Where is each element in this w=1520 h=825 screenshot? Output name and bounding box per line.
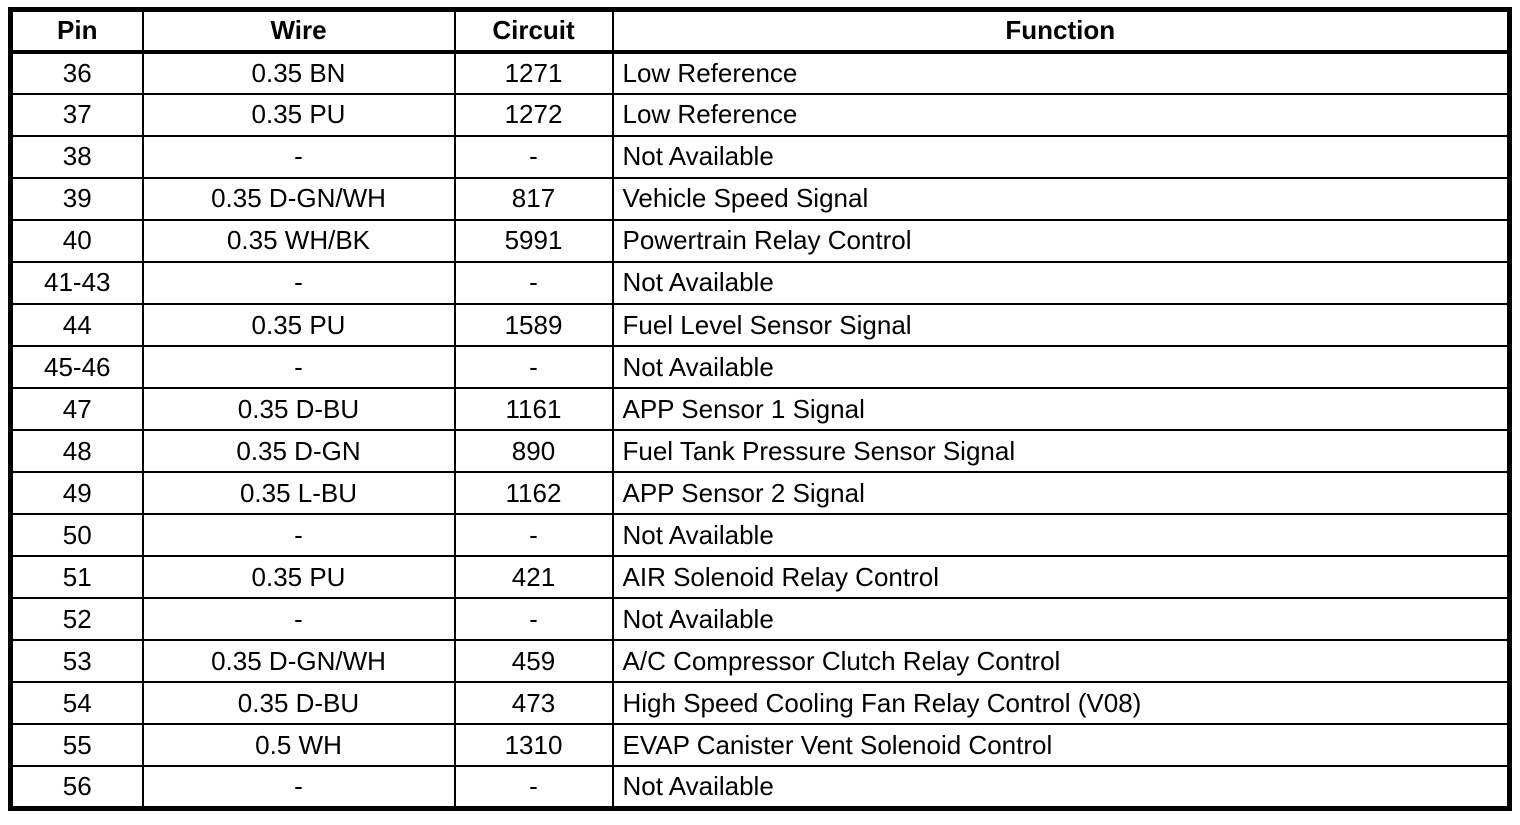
- cell-pin: 55: [9, 723, 144, 768]
- table-row: 44 0.35 PU 1589 Fuel Level Sensor Signal: [9, 302, 1511, 347]
- table-row: 37 0.35 PU 1272 Low Reference: [9, 92, 1511, 137]
- cell-pin: 56: [9, 765, 144, 810]
- cell-circuit: -: [453, 513, 614, 558]
- cell-pin: 49: [9, 470, 144, 516]
- cell-circuit: 1272: [453, 92, 614, 137]
- table-row: 54 0.35 D-BU 473 High Speed Cooling Fan Rel…: [9, 681, 1511, 726]
- cell-pin: 41-43: [9, 260, 144, 305]
- cell-wire: -: [141, 513, 456, 558]
- cell-circuit: 1310: [453, 723, 614, 768]
- cell-pin: 54: [9, 681, 144, 726]
- cell-pin: 36: [9, 50, 144, 95]
- cell-function: EVAP Canister Vent Solenoid Control: [611, 723, 1511, 768]
- table-row: 50- - Not Available: [9, 513, 1511, 558]
- cell-wire: 0.35 D-GN/WH: [141, 639, 456, 684]
- cell-function: Not Available: [611, 597, 1511, 642]
- cell-function: APP Sensor 1 Signal: [611, 386, 1511, 431]
- table-row: 47 0.35 D-BU 1161 APP Sensor 1 Signal: [9, 386, 1511, 431]
- table-row: 40 0.35 WH/BK 5991 Powertrain Relay Control: [9, 218, 1511, 263]
- pinout-table: Pin Wire Circuit Function 36 0.35 BN 1271 Low …: [8, 7, 1512, 811]
- cell-circuit: -: [453, 134, 614, 179]
- document-page: Pin Wire Circuit Function 36 0.35 BN 1271 Low …: [0, 7, 1520, 825]
- cell-circuit: -: [453, 260, 614, 305]
- cell-wire: 0.35 D-GN: [141, 428, 456, 473]
- cell-wire: -: [141, 260, 456, 305]
- cell-circuit: 459: [453, 639, 614, 684]
- cell-function: Powertrain Relay Control: [611, 218, 1511, 263]
- cell-circuit: 1271: [453, 50, 614, 95]
- cell-circuit: 1161: [453, 386, 614, 431]
- cell-wire: 0.35 PU: [141, 92, 456, 137]
- cell-pin: 38: [9, 134, 144, 179]
- cell-function: Low Reference: [611, 50, 1511, 95]
- table-row: 48 0.35 D-GN 890 Fuel Tank Pressure Sensor …: [9, 428, 1511, 473]
- table-header: Pin Wire Circuit Function: [9, 8, 1511, 54]
- cell-wire: 0.35 L-BU: [141, 470, 456, 516]
- table-row: 38- - Not Available: [9, 134, 1511, 179]
- cell-function: High Speed Cooling Fan Relay Control (V0…: [611, 681, 1511, 726]
- cell-circuit: -: [453, 597, 614, 642]
- cell-circuit: 5991: [453, 218, 614, 263]
- header-cell-wire: Wire: [141, 8, 456, 54]
- cell-function: Not Available: [611, 134, 1511, 179]
- cell-wire: 0.35 D-BU: [141, 681, 456, 726]
- table-body: 36 0.35 BN 1271 Low Reference 37 0.35 PU 1272 L…: [9, 50, 1511, 810]
- cell-pin: 45-46: [9, 344, 144, 389]
- cell-circuit: 817: [453, 176, 614, 221]
- cell-pin: 40: [9, 218, 144, 263]
- table-row: 45-46- - Not Available: [9, 344, 1511, 389]
- cell-circuit: 1589: [453, 302, 614, 347]
- cell-wire: 0.35 PU: [141, 555, 456, 600]
- cell-circuit: 421: [453, 555, 614, 600]
- cell-function: Not Available: [611, 344, 1511, 389]
- cell-function: Fuel Level Sensor Signal: [611, 302, 1511, 347]
- header-row: Pin Wire Circuit Function: [9, 8, 1511, 54]
- table-row: 39 0.35 D-GN/WH 817 Vehicle Speed Signal: [9, 176, 1511, 221]
- cell-pin: 51: [9, 555, 144, 600]
- header-cell-circuit: Circuit: [453, 8, 614, 54]
- cell-wire: 0.35 WH/BK: [141, 218, 456, 263]
- cell-wire: -: [141, 134, 456, 179]
- cell-wire: 0.35 BN: [141, 50, 456, 95]
- cell-pin: 44: [9, 302, 144, 347]
- cell-circuit: -: [453, 765, 614, 810]
- cell-function: Not Available: [611, 765, 1511, 810]
- cell-pin: 47: [9, 386, 144, 431]
- cell-function: Low Reference: [611, 92, 1511, 137]
- cell-pin: 37: [9, 92, 144, 137]
- table-row: 55 0.5 WH 1310 EVAP Canister Vent Solenoid …: [9, 723, 1511, 768]
- table-row: 49 0.35 L-BU 1162 APP Sensor 2 Signal: [9, 470, 1511, 516]
- table-row: 41-43- - Not Available: [9, 260, 1511, 305]
- table-row: 36 0.35 BN 1271 Low Reference: [9, 50, 1511, 95]
- cell-wire: 0.35 PU: [141, 302, 456, 347]
- cell-wire: -: [141, 344, 456, 389]
- cell-wire: 0.35 D-BU: [141, 386, 456, 431]
- cell-function: Not Available: [611, 260, 1511, 305]
- cell-pin: 53: [9, 639, 144, 684]
- cell-pin: 48: [9, 428, 144, 473]
- cell-function: Vehicle Speed Signal: [611, 176, 1511, 221]
- table-row: 56- - Not Available: [9, 765, 1511, 810]
- cell-wire: 0.35 D-GN/WH: [141, 176, 456, 221]
- cell-pin: 50: [9, 513, 144, 558]
- cell-circuit: 1162: [453, 470, 614, 516]
- cell-wire: -: [141, 597, 456, 642]
- cell-function: Not Available: [611, 513, 1511, 558]
- cell-function: AIR Solenoid Relay Control: [611, 555, 1511, 600]
- cell-circuit: 890: [453, 428, 614, 473]
- cell-function: APP Sensor 2 Signal: [611, 470, 1511, 516]
- cell-pin: 52: [9, 597, 144, 642]
- table-row: 51 0.35 PU 421 AIR Solenoid Relay Control: [9, 555, 1511, 600]
- header-cell-pin: Pin: [9, 8, 144, 54]
- cell-circuit: 473: [453, 681, 614, 726]
- table-row: 52- - Not Available: [9, 597, 1511, 642]
- cell-function: A/C Compressor Clutch Relay Control: [611, 639, 1511, 684]
- header-cell-function: Function: [611, 8, 1511, 54]
- cell-function: Fuel Tank Pressure Sensor Signal: [611, 428, 1511, 473]
- cell-wire: 0.5 WH: [141, 723, 456, 768]
- cell-pin: 39: [9, 176, 144, 221]
- cell-wire: -: [141, 765, 456, 810]
- cell-circuit: -: [453, 344, 614, 389]
- table-row: 53 0.35 D-GN/WH 459 A/C Compressor Clutch R…: [9, 639, 1511, 684]
